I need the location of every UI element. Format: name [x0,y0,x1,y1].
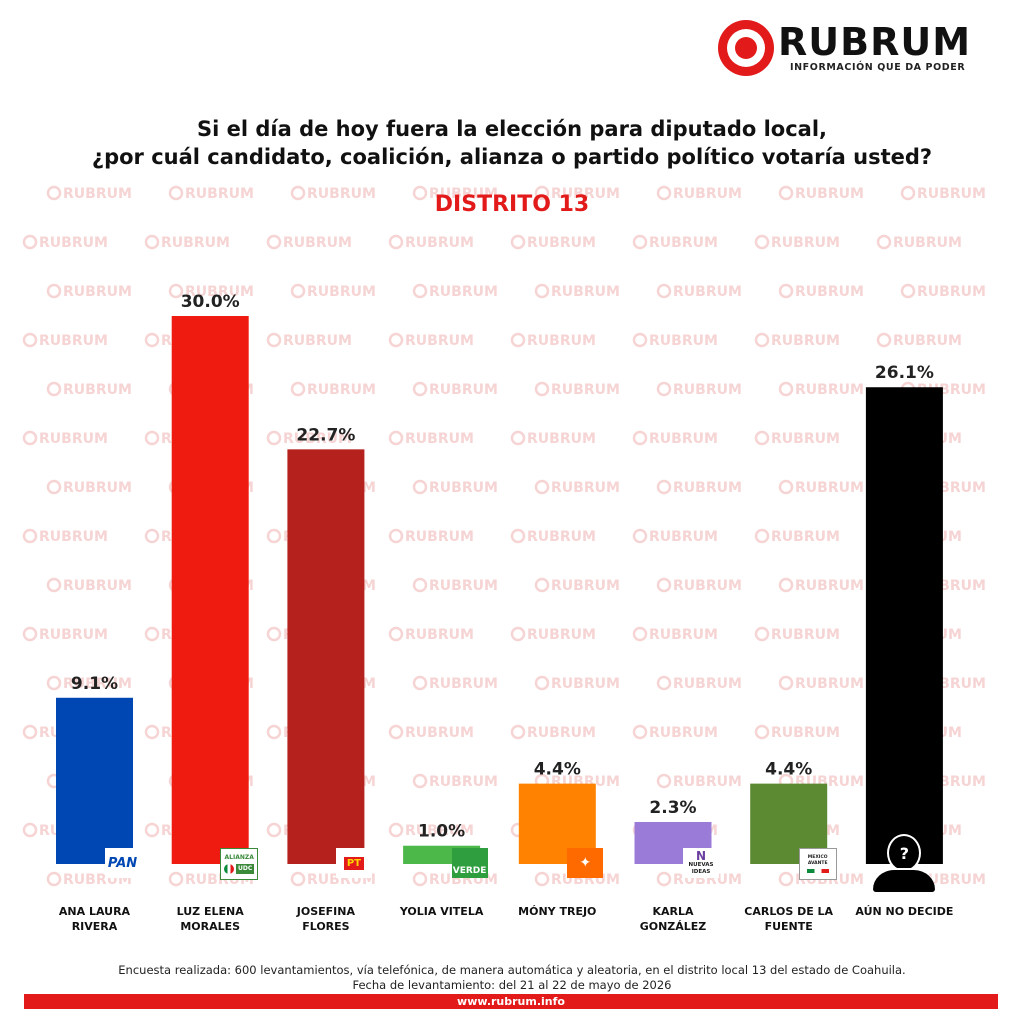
bar-3 [287,449,365,864]
footer-url-link[interactable]: www.rubrum.info [457,995,565,1008]
question-line-1: Si el día de hoy fuera la elección para … [196,117,828,141]
category-label: LUZ ELENA MORALES [176,905,244,933]
category-label: JOSEFINA FLORES [296,905,355,933]
alianza-pri-udc-logo-icon: ALIANZA UDC [220,848,259,880]
value-label: 1.0% [418,822,465,842]
logo-tagline: INFORMACIÓN QUE DA PODER [790,62,966,73]
survey-note: Encuesta realizada: 600 levantamientos, … [118,963,906,977]
value-label: 30.0% [181,292,240,312]
pt-logo-icon: PT [335,848,372,878]
rubrum-logo: RUBRUM INFORMACIÓN QUE DA PODER [718,18,998,80]
category-label: MÓNY TREJO [518,905,597,918]
undecided-person-icon: ? [872,834,936,896]
value-label: 4.4% [765,760,812,780]
district-title: DISTRITO 13 [434,192,590,217]
value-label: 22.7% [296,425,355,445]
category-label: CARLOS DE LA FUENTE [744,905,834,933]
category-label: YOLIA VITELA [399,905,484,918]
bar-1 [56,697,133,864]
value-label: 4.4% [534,760,581,780]
value-label: 2.3% [649,798,696,818]
value-label: 26.1% [875,363,934,383]
movimiento-ciudadano-logo-icon: ✦ [567,848,604,878]
question-line-2: ¿por cuál candidato, coalición, alianza … [91,145,933,169]
verde-logo-icon: VERDE [451,848,488,878]
category-label: KARLA GONZÁLEZ [639,905,707,933]
logo-wordmark: RUBRUM [778,20,972,64]
footer-bar: www.rubrum.info [24,994,998,1009]
bar-2 [171,316,249,864]
pan-logo-icon: PAN [104,848,141,878]
category-label: AÚN NO DECIDE [855,905,954,918]
category-label: ANA LAURA RIVERA [58,905,131,933]
bar-8 [865,387,943,864]
value-label: 9.1% [71,674,118,694]
target-logo-icon [718,20,774,76]
mexico-avante-logo-icon: MEXICO AVANTE [798,848,837,880]
survey-date: Fecha de levantamiento: del 21 al 22 de … [352,978,672,992]
nuevas-ideas-logo-icon: N NUEVAS IDEAS [683,848,719,878]
